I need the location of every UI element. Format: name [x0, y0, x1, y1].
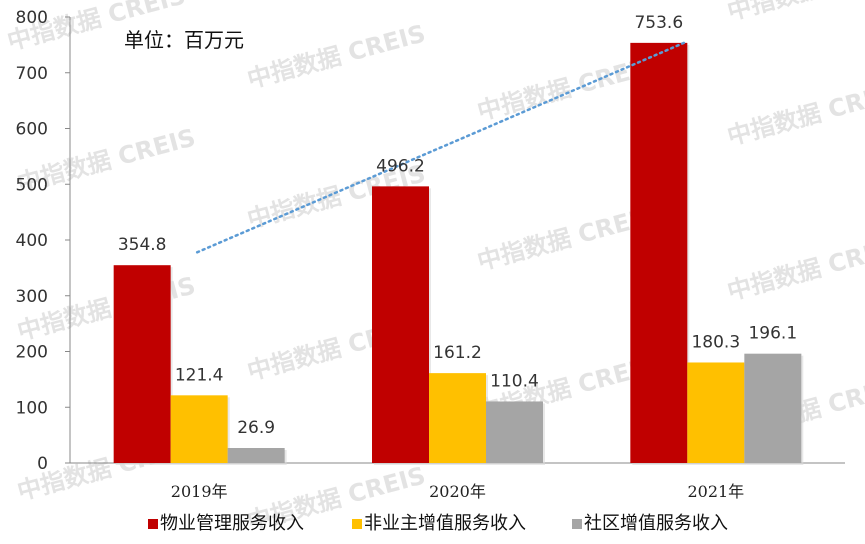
- bars: [113, 42, 804, 465]
- data-label: 161.2: [433, 343, 482, 363]
- y-tick-label: 400: [16, 231, 48, 251]
- data-label: 753.6: [634, 13, 683, 33]
- bar: [744, 353, 802, 463]
- y-tick-label: 200: [16, 343, 48, 363]
- legend-label: 社区增值服务收入: [584, 513, 728, 534]
- trendline: [195, 41, 686, 254]
- y-tick-label: 800: [16, 8, 48, 28]
- y-tick-label: 100: [16, 398, 48, 418]
- y-tick-label: 600: [16, 120, 48, 140]
- data-labels: 354.8 121.4 26.9 496.2 161.2 110.4 753.6 180.3 1…: [118, 13, 797, 438]
- bar: [170, 395, 228, 463]
- data-label: 354.8: [118, 235, 167, 255]
- bar: [227, 448, 285, 463]
- watermark-text: 中指数据 CREIS: [724, 76, 865, 150]
- legend-swatch: [572, 519, 582, 529]
- unit-label: 单位：百万元: [124, 28, 244, 52]
- legend-label: 非业主增值服务收入: [364, 513, 526, 534]
- data-label: 26.9: [237, 418, 275, 438]
- bar: [486, 401, 543, 463]
- y-tick-label: 0: [37, 454, 48, 474]
- x-category-label: 2020年: [429, 482, 486, 501]
- legend-swatch: [148, 519, 158, 529]
- legend: 物业管理服务收入 非业主增值服务收入 社区增值服务收入: [148, 513, 728, 534]
- watermark-text: 中指数据 CREIS: [724, 231, 865, 305]
- legend-swatch: [352, 519, 362, 529]
- y-tick-label: 300: [16, 287, 48, 307]
- x-category-label: 2021年: [687, 482, 744, 501]
- legend-label: 物业管理服务收入: [160, 513, 304, 534]
- data-label: 110.4: [490, 371, 539, 391]
- y-tick-label: 500: [16, 175, 48, 195]
- bar: [429, 373, 486, 463]
- data-label: 180.3: [691, 332, 740, 352]
- data-label: 121.4: [175, 365, 224, 385]
- bar: [630, 42, 688, 463]
- watermark-text: 中指数据 CREIS: [724, 0, 865, 26]
- bar: [687, 362, 745, 463]
- bar: [113, 265, 171, 463]
- trendline-layer: [195, 41, 686, 254]
- y-tick-label: 700: [16, 64, 48, 84]
- bar: [372, 186, 429, 463]
- x-category-label: 2019年: [171, 482, 228, 501]
- data-label: 496.2: [376, 156, 425, 176]
- data-label: 196.1: [748, 324, 797, 344]
- watermark-text: 中指数据 CREIS: [244, 19, 428, 93]
